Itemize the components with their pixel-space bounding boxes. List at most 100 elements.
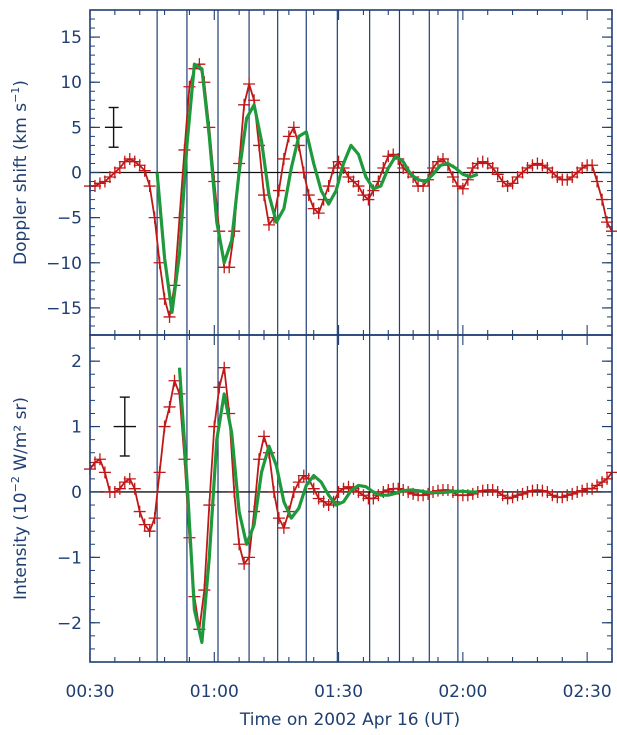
intensity-data-point [357,489,370,502]
intensity-data-point [198,584,211,597]
doppler-data-point [243,78,256,91]
intensity-data-point [272,512,285,525]
doppler-ytick-label: 10 [60,73,82,93]
doppler-data-point [143,180,156,193]
doppler-data-point [88,180,101,193]
doppler-data-point [551,171,564,184]
intensity-data-point [571,485,584,498]
doppler-data-point [576,161,589,174]
intensity-data-point [243,551,256,564]
intensity-ytick-label: 1 [71,418,82,438]
doppler-ytick-label: 5 [71,118,82,138]
xlabel: Time on 2002 Apr 16 (UT) [239,710,460,730]
doppler-data-point [491,168,504,181]
doppler-ylabel-text: Doppler shift (km s [11,103,31,265]
intensity-data-point [541,485,554,498]
doppler-ytick-label: 0 [71,164,82,184]
doppler-data-point [436,152,449,165]
doppler-ytick-label: −5 [57,209,82,229]
doppler-ytick-label: −15 [46,299,82,319]
intensity-data-point [153,466,166,479]
intensity-data-point [108,485,121,498]
doppler-data-point [486,161,499,174]
intensity-ylabel-text: Intensity (10 [11,492,31,600]
doppler-panel: −15 −10 −5 0 5 10 15 Doppler shift (km s−1) [9,9,617,336]
intensity-data-point [158,420,171,433]
intensity-data-point [601,472,614,485]
intensity-frame [89,334,613,663]
intensity-data-point [113,482,126,495]
intensity-data-point [292,476,305,489]
intensity-data-point [596,476,609,489]
doppler-data-point [163,310,176,323]
doppler-data-point [223,261,236,274]
intensity-data-point [501,492,514,505]
intensity-data-point [277,521,290,534]
doppler-data-point [591,175,604,188]
intensity-data-point [88,456,101,469]
intensity-data-point [148,512,161,525]
intensity-data-point [332,485,345,498]
intensity-data-point [93,453,106,466]
intensity-ytick-label: 0 [71,483,82,503]
doppler-data-point [586,159,599,172]
intensity-data-point [536,484,549,497]
intensity-data-point [531,483,544,496]
intensity-data-point [218,361,231,374]
intensity-data-point [128,482,141,495]
intensity-data-point [546,489,559,502]
doppler-data-point [531,157,544,170]
doppler-data-point [352,180,365,193]
doppler-series-fit-line [155,62,479,314]
intensity-data-point [566,487,579,500]
doppler-data-point [322,180,335,193]
intensity-data-point [556,491,569,504]
intensity-data-point [586,482,599,495]
xtick-label: 01:30 [314,682,363,702]
intensity-data-point [238,557,251,570]
doppler-data-point [93,177,106,190]
intensity-data-point [267,485,280,498]
intensity-ytick-label: 2 [71,352,82,372]
intensity-data-point [516,487,529,500]
doppler-ytick-label: −10 [46,254,82,274]
doppler-data-point [476,155,489,168]
doppler-ylabel: Doppler shift (km s−1) [9,80,31,265]
intensity-data-point [213,381,226,394]
intensity-data-point [123,472,136,485]
doppler-data-point [297,166,310,179]
intensity-data-point [352,485,365,498]
intensity-data-point [576,484,589,497]
doppler-data-point [456,182,469,195]
doppler-data-point [148,211,161,224]
doppler-ytick-label: 15 [60,28,82,48]
intensity-data-point [98,466,111,479]
doppler-ylabel-close: ) [11,80,31,87]
doppler-data-point [432,155,444,168]
doppler-data-point [282,130,295,143]
intensity-data-point [133,505,146,518]
doppler-data-point [601,216,614,229]
doppler-data-point [521,161,534,174]
doppler-data-point [501,180,514,193]
doppler-data-point [382,150,395,163]
intensity-data-point [486,483,499,496]
intensity-ylabel-close: W/m² sr) [11,397,31,476]
intensity-series-data-line [89,366,613,631]
intensity-data-point [312,492,325,505]
intensity-data-point [466,487,479,500]
doppler-data-point [133,159,146,172]
doppler-data-point [362,193,375,206]
intensity-data-point [476,484,489,497]
intensity-series-fit-line [177,367,478,645]
intensity-data-point [143,525,156,538]
doppler-data-point [138,164,151,177]
intensity-data-point [521,485,534,498]
intensity-data-point [561,489,574,502]
doppler-data-point [277,152,290,165]
time-axis: 00:30 01:00 01:30 02:00 02:30 Time on 2002 Ap… [66,10,613,730]
intensity-data-point [491,485,504,498]
xtick-label: 02:00 [438,682,487,702]
